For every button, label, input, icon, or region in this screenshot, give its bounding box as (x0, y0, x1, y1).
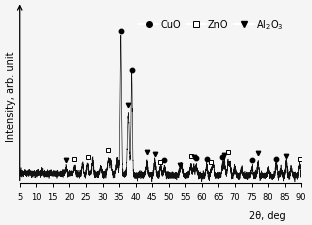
Legend: CuO, ZnO, Al$_2$O$_3$: CuO, ZnO, Al$_2$O$_3$ (135, 14, 287, 36)
X-axis label: 2θ, deg: 2θ, deg (249, 210, 286, 220)
Y-axis label: Intensity, arb. unit: Intensity, arb. unit (6, 52, 16, 142)
